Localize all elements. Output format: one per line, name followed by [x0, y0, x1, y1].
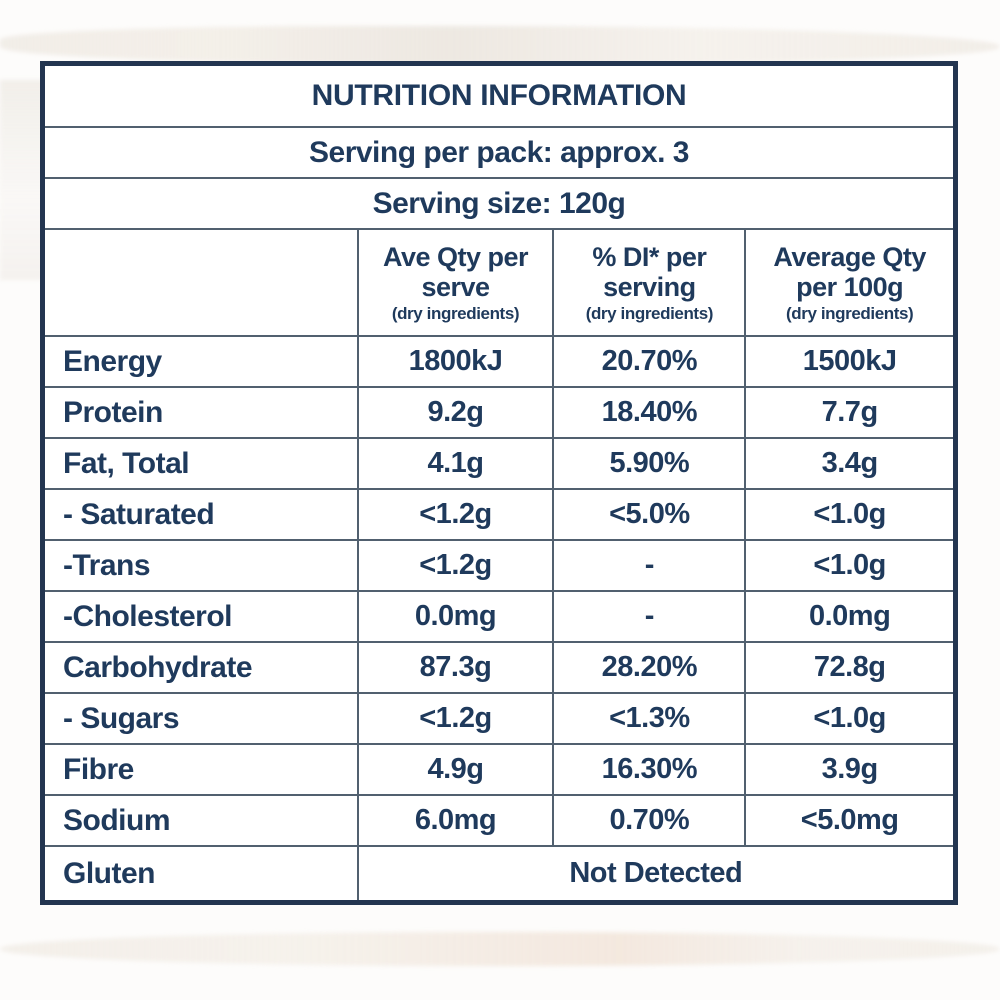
row-value-per-100g: <1.0g: [744, 694, 953, 743]
row-value-per-serve: 1800kJ: [356, 337, 553, 386]
title-row: NUTRITION INFORMATION: [45, 66, 953, 126]
serving-per-pack-text: Serving per pack: approx. 3: [309, 135, 689, 169]
row-label: -Trans: [63, 548, 151, 582]
column-header-label: % DI* per serving: [592, 242, 707, 303]
table-row-saturated: - Saturated <1.2g <5.0% <1.0g: [45, 488, 953, 539]
column-header-note: (dry ingredients): [585, 303, 714, 323]
row-value-di: 16.30%: [552, 745, 744, 794]
column-header-label: Ave Qty per serve: [382, 242, 529, 303]
column-header-row: Ave Qty per serve (dry ingredients) % DI…: [45, 228, 953, 335]
row-value-di: 0.70%: [552, 796, 744, 845]
row-value-di: 5.90%: [552, 439, 744, 488]
column-header-label: Average Qty per 100g: [773, 242, 926, 303]
table-title: NUTRITION INFORMATION: [311, 79, 687, 112]
column-header-per-serve: Ave Qty per serve (dry ingredients): [356, 230, 553, 335]
row-value-per-serve: 6.0mg: [356, 796, 553, 845]
gluten-result: Not Detected: [356, 847, 953, 900]
table-row-energy: Energy 1800kJ 20.70% 1500kJ: [45, 335, 953, 386]
row-value-per-100g: 3.4g: [744, 439, 953, 488]
row-label: Sodium: [63, 803, 170, 837]
row-label: - Saturated: [63, 497, 215, 531]
table-row-trans: -Trans <1.2g - <1.0g: [45, 539, 953, 590]
row-label: Energy: [63, 344, 162, 378]
table-row-sodium: Sodium 6.0mg 0.70% <5.0mg: [45, 794, 953, 845]
table-row-sugars: - Sugars <1.2g <1.3% <1.0g: [45, 692, 953, 743]
row-label: Fat, Total: [63, 446, 190, 480]
column-header-note: (dry ingredients): [391, 303, 520, 323]
row-value-per-100g: <1.0g: [744, 490, 953, 539]
row-label: Protein: [63, 395, 163, 429]
column-header-per-100g: Average Qty per 100g (dry ingredients): [744, 230, 953, 335]
row-value-di: 18.40%: [552, 388, 744, 437]
row-label: - Sugars: [63, 701, 180, 735]
table-row-carbohydrate: Carbohydrate 87.3g 28.20% 72.8g: [45, 641, 953, 692]
table-row-cholesterol: -Cholesterol 0.0mg - 0.0mg: [45, 590, 953, 641]
row-value-di: -: [552, 592, 744, 641]
row-value-per-serve: 0.0mg: [356, 592, 553, 641]
nutrition-information-table: NUTRITION INFORMATION Serving per pack: …: [40, 61, 958, 905]
table-row-fat-total: Fat, Total 4.1g 5.90% 3.4g: [45, 437, 953, 488]
row-value-per-100g: 3.9g: [744, 745, 953, 794]
row-value-per-100g: <1.0g: [744, 541, 953, 590]
row-value-per-serve: <1.2g: [356, 490, 553, 539]
row-value-per-serve: 87.3g: [356, 643, 553, 692]
row-value-di: 20.70%: [552, 337, 744, 386]
row-value-per-serve: 4.1g: [356, 439, 553, 488]
serving-size-text: Serving size: 120g: [372, 186, 626, 220]
table-row-gluten: Gluten Not Detected: [45, 845, 953, 900]
column-header-di-per-serving: % DI* per serving (dry ingredients): [552, 230, 744, 335]
table-row-fibre: Fibre 4.9g 16.30% 3.9g: [45, 743, 953, 794]
row-value-di: -: [552, 541, 744, 590]
column-header-note: (dry ingredients): [785, 303, 914, 323]
row-value-per-100g: 7.7g: [744, 388, 953, 437]
serving-size-row: Serving size: 120g: [45, 177, 953, 228]
row-value-di: <5.0%: [552, 490, 744, 539]
table-row-protein: Protein 9.2g 18.40% 7.7g: [45, 386, 953, 437]
row-value-di: <1.3%: [552, 694, 744, 743]
row-value-per-100g: <5.0mg: [744, 796, 953, 845]
serving-per-pack-row: Serving per pack: approx. 3: [45, 126, 953, 177]
column-header-empty: [45, 230, 357, 335]
row-value-per-100g: 72.8g: [744, 643, 953, 692]
row-label: Carbohydrate: [63, 650, 253, 684]
row-value-per-serve: <1.2g: [356, 541, 553, 590]
row-value-per-serve: <1.2g: [356, 694, 553, 743]
row-value-per-serve: 9.2g: [356, 388, 553, 437]
row-label: -Cholesterol: [63, 599, 233, 633]
row-value-per-100g: 1500kJ: [744, 337, 953, 386]
background-texture-bottom: [0, 932, 1000, 966]
row-label: Fibre: [63, 752, 134, 786]
row-value-di: 28.20%: [552, 643, 744, 692]
row-value-per-100g: 0.0mg: [744, 592, 953, 641]
row-label: Gluten: [63, 856, 155, 890]
row-value-per-serve: 4.9g: [356, 745, 553, 794]
background-texture-top: [0, 26, 1000, 64]
